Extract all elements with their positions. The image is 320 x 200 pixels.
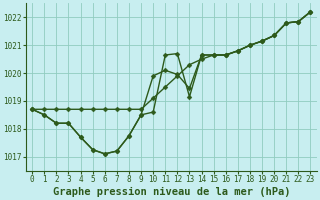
X-axis label: Graphe pression niveau de la mer (hPa): Graphe pression niveau de la mer (hPa) bbox=[52, 186, 290, 197]
